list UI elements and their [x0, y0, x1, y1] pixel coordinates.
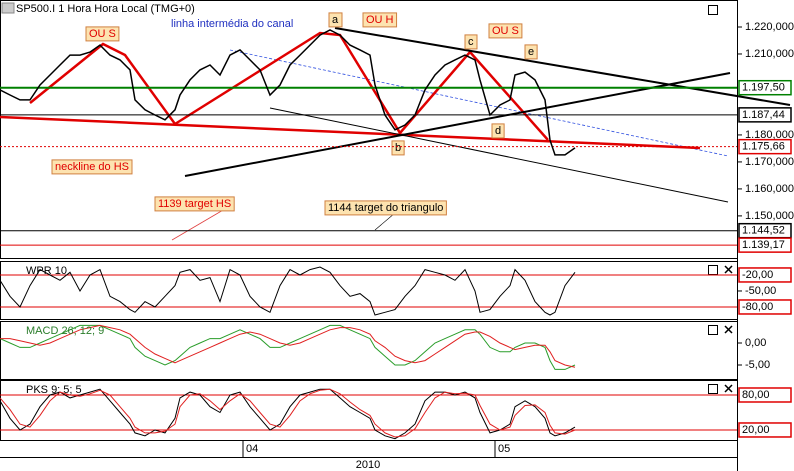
series-line: [0, 324, 576, 368]
annotation-box: [51, 159, 133, 175]
annotation-box: [391, 140, 405, 156]
level-label-text: 1.187,44: [742, 109, 785, 121]
level-label-box: [738, 107, 792, 123]
level-label-text: 1.175,66: [742, 141, 785, 153]
series-line: [0, 388, 576, 438]
frames: [0, 0, 738, 471]
level-label-box: [738, 138, 792, 155]
panel-title: MACD 26; 12; 9: [26, 325, 104, 337]
annotation: OU S: [89, 28, 116, 40]
level-label-text: 1.139,17: [742, 239, 785, 251]
y-tick-label-text: 20,00: [742, 424, 770, 436]
close-icons[interactable]: [724, 265, 733, 393]
x-axis-label: 2010: [356, 459, 380, 471]
annotation: 1139 target HS: [158, 198, 231, 210]
annotation-box: [464, 34, 478, 50]
annotation: c: [468, 36, 474, 48]
y-tick-label-text: 80,00: [742, 389, 770, 401]
annotation: linha intermédia do canal: [171, 18, 293, 30]
annotation: OU H: [366, 14, 394, 26]
annotation-box: [85, 26, 120, 42]
annotation-box: [491, 123, 505, 139]
level-label: 1.144,52: [738, 222, 792, 239]
annotation: neckline do HS: [55, 161, 129, 173]
level-label: 1.187,44: [738, 107, 792, 123]
y-tick-label: 1.220,000: [745, 21, 794, 33]
panel-title: PKS 9; 5; 5: [26, 384, 82, 396]
y-tick-label: -50,00: [745, 285, 776, 297]
y-tick-label-box: [738, 387, 792, 403]
annotation: 1144 target do triangulo: [328, 202, 443, 214]
series-line: [0, 266, 576, 316]
annotation: b: [395, 142, 401, 154]
trendlines: [0, 27, 791, 241]
level-label: 1.197,50: [738, 79, 792, 96]
y-tick-label: 1.150,000: [745, 210, 794, 222]
y-tick-label: 80,00: [738, 387, 792, 403]
y-tick-label: 20,00: [738, 422, 792, 438]
annotation: d: [495, 125, 501, 137]
y-tick-label: 1.210,000: [745, 48, 794, 60]
y-tick-label-box: [738, 422, 792, 438]
annotation: a: [332, 14, 339, 26]
y-tick-label: 1.160,000: [745, 183, 794, 195]
series-line: [0, 29, 576, 156]
y-tick-label-box: [738, 267, 792, 283]
x-tick-label: 04: [246, 443, 258, 455]
level-label: 1.175,66: [738, 138, 792, 155]
y-tick-label: -80,00: [738, 299, 792, 315]
y-tick-label-box: [738, 299, 792, 315]
level-label-box: [738, 237, 792, 253]
annotation: OU S: [492, 25, 519, 37]
annotation-box: [362, 12, 398, 28]
annotation-box: [524, 44, 538, 60]
level-label-box: [738, 79, 792, 96]
annotation-box: [488, 23, 523, 39]
level-label: 1.139,17: [738, 237, 792, 253]
level-label-text: 1.197,50: [742, 82, 785, 94]
annotation-box: [324, 200, 447, 216]
annotation-box: [328, 12, 343, 28]
annotation-box: [154, 196, 235, 212]
x-tick-label: 05: [498, 443, 510, 455]
chart-title[interactable]: SP500.I 1 Hora Hora Local (TMG+0): [16, 3, 195, 15]
annotation: e: [528, 46, 534, 58]
annotations: OU S linha intermédia do canal a OU H c OU S e…: [51, 12, 538, 216]
y-tick-label: -20,00: [738, 267, 792, 283]
y-tick-label: -5,00: [745, 359, 770, 371]
y-tick-label-text: -20,00: [742, 269, 773, 281]
level-label-text: 1.144,52: [742, 225, 785, 237]
y-tick-label: 0,00: [745, 337, 766, 349]
y-tick-label-text: -80,00: [742, 301, 773, 313]
y-tick-label: 1.180,000: [745, 129, 794, 141]
y-tick-label: 1.170,000: [745, 156, 794, 168]
logo: [1, 2, 15, 14]
panel-title: WPR 10: [26, 265, 67, 277]
